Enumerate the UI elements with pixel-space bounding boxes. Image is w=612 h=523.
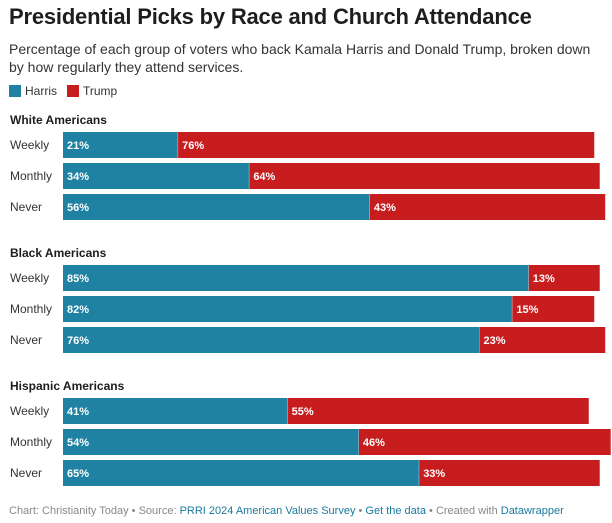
data-label-harris: 85% — [67, 273, 89, 285]
get-data-link[interactable]: Get the data — [365, 505, 426, 517]
chart-subtitle: Percentage of each group of voters who b… — [9, 41, 591, 75]
bar-trump — [369, 194, 606, 220]
legend-label-trump: Trump — [83, 84, 118, 98]
bar-harris — [63, 460, 420, 486]
data-label-harris: 34% — [67, 171, 89, 183]
data-label-harris: 76% — [67, 335, 89, 347]
footer-separator: • — [355, 505, 366, 517]
data-label-harris: 41% — [67, 406, 89, 418]
data-label-trump: 15% — [516, 304, 538, 316]
bar-trump — [249, 163, 601, 189]
bar-harris — [63, 429, 359, 455]
data-label-trump: 46% — [363, 437, 385, 449]
bar-divider — [594, 296, 596, 322]
row-label: Weekly — [10, 271, 49, 285]
footer-separator: • — [128, 505, 139, 517]
row-label: Never — [10, 333, 42, 347]
bar-divider — [599, 460, 601, 486]
bar-divider — [599, 265, 601, 291]
data-label-harris: 56% — [67, 202, 89, 214]
bar-divider — [610, 429, 612, 455]
row-label: Never — [10, 200, 42, 214]
bar-divider — [588, 398, 590, 424]
data-label-trump: 55% — [292, 406, 314, 418]
source-link[interactable]: PRRI 2024 American Values Survey — [179, 505, 356, 517]
data-label-trump: 33% — [423, 468, 445, 480]
bar-trump — [358, 429, 611, 455]
data-label-trump: 76% — [182, 140, 204, 152]
bar-harris — [63, 398, 288, 424]
footer-separator: • — [425, 505, 436, 517]
bar-divider — [594, 132, 596, 158]
bar-harris — [63, 296, 513, 322]
row-label: Monthly — [10, 169, 52, 183]
source-prefix: Source: — [138, 505, 180, 517]
legend-label-harris: Harris — [25, 84, 57, 98]
chart-title: Presidential Picks by Race and Church At… — [9, 4, 532, 29]
data-label-harris: 65% — [67, 468, 89, 480]
row-label: Weekly — [10, 404, 49, 418]
row-label: Weekly — [10, 138, 49, 152]
legend: Harris Trump — [9, 84, 127, 98]
data-label-trump: 64% — [253, 171, 275, 183]
data-label-harris: 54% — [67, 437, 89, 449]
bar-divider — [599, 163, 601, 189]
bar-harris — [63, 132, 179, 158]
legend-swatch-harris — [9, 85, 21, 97]
stacked-bar-chart: White Americans Weekly 21% 76% Monthly 34% 64%… — [10, 113, 612, 486]
bar-divider — [605, 194, 607, 220]
bar-harris — [63, 194, 370, 220]
legend-swatch-trump — [67, 85, 79, 97]
bar-harris — [63, 327, 480, 353]
footer: Chart: Christianity Today • Source: PRRI… — [9, 505, 564, 517]
bar-trump — [287, 398, 590, 424]
legend-item-harris: Harris — [9, 84, 57, 98]
bar-harris — [63, 265, 529, 291]
bar-divider — [605, 327, 607, 353]
chart-credit: Chart: Christianity Today — [9, 505, 129, 517]
bar-trump — [528, 265, 601, 291]
bar-trump — [178, 132, 595, 158]
data-label-harris: 21% — [67, 140, 89, 152]
group-header-hispanic-americans: Hispanic Americans — [10, 379, 125, 393]
data-label-harris: 82% — [67, 304, 89, 316]
bar-trump — [512, 296, 595, 322]
data-label-trump: 43% — [374, 202, 396, 214]
row-label: Monthly — [10, 435, 52, 449]
legend-item-trump: Trump — [67, 84, 117, 98]
bar-harris — [63, 163, 250, 189]
datawrapper-link[interactable]: Datawrapper — [500, 505, 564, 517]
data-label-trump: 13% — [533, 273, 555, 285]
group-header-black-americans: Black Americans — [10, 246, 107, 260]
data-label-trump: 23% — [483, 335, 505, 347]
created-prefix: Created with — [435, 505, 501, 517]
row-label: Never — [10, 466, 42, 480]
group-header-white-americans: White Americans — [10, 113, 107, 127]
bar-trump — [479, 327, 606, 353]
bar-trump — [419, 460, 601, 486]
row-label: Monthly — [10, 302, 52, 316]
